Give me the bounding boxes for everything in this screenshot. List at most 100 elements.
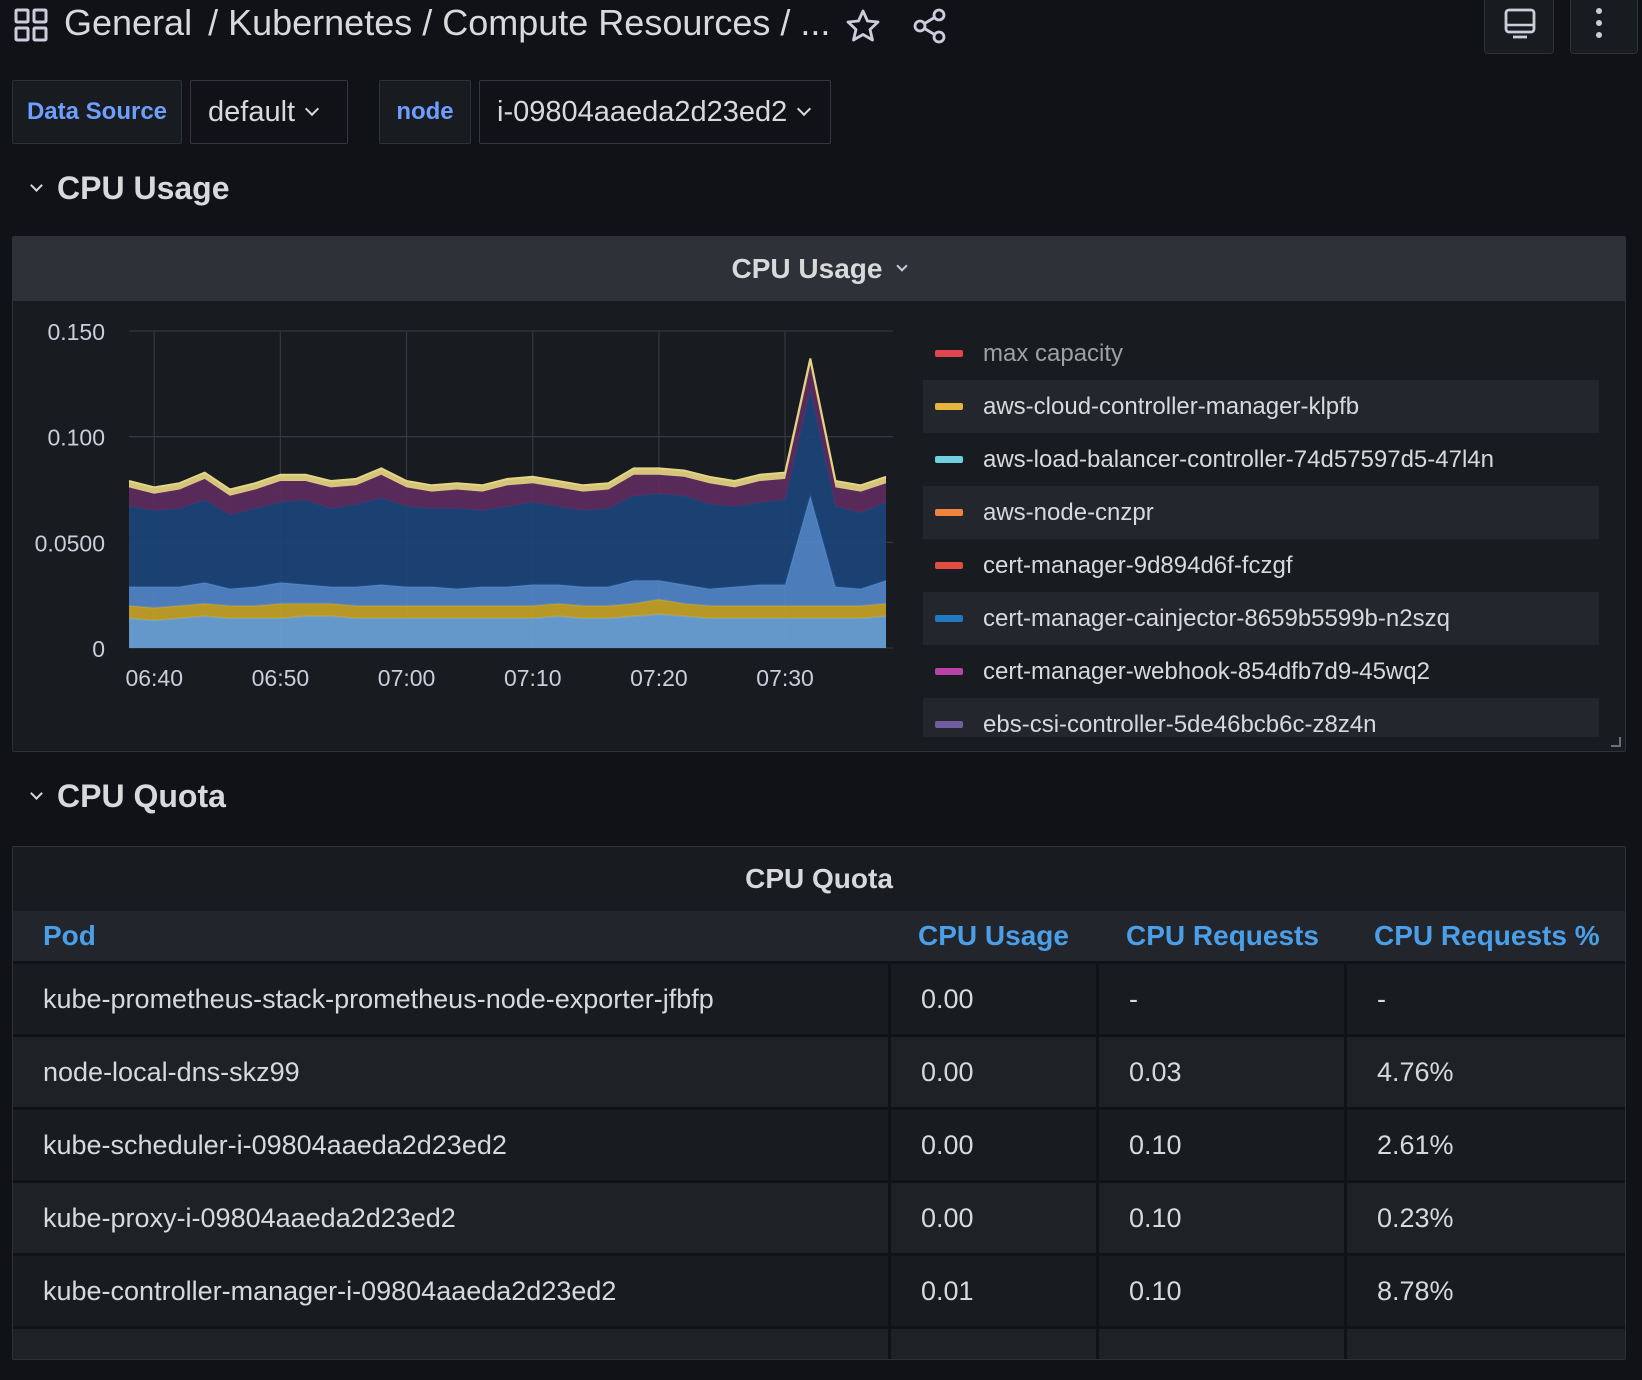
series-line bbox=[128, 613, 887, 622]
cpu-usage-cell: 0.00 bbox=[888, 1107, 1096, 1180]
legend-item[interactable]: aws-node-cnzpr bbox=[923, 486, 1599, 539]
x-tick-label: 06:50 bbox=[252, 665, 310, 691]
legend-item[interactable]: cert-manager-webhook-854dfb7d9-45wq2 bbox=[923, 645, 1599, 698]
pod-cell[interactable]: kube-proxy-i-09804aaeda2d23ed2 bbox=[13, 1180, 888, 1253]
legend-item[interactable]: aws-cloud-controller-manager-klpfb bbox=[923, 380, 1599, 433]
star-icon[interactable] bbox=[843, 6, 883, 46]
table-row bbox=[13, 1326, 1625, 1359]
cpu-requests-cell: 0.03 bbox=[1096, 1034, 1344, 1107]
legend-swatch bbox=[935, 350, 963, 357]
more-options-button[interactable] bbox=[1570, 0, 1638, 54]
area-series bbox=[129, 364, 886, 515]
cpu-requests-cell: - bbox=[1096, 961, 1344, 1034]
column-header-cpu-requests-pct[interactable]: CPU Requests % bbox=[1344, 911, 1625, 961]
table-row: kube-prometheus-stack-prometheus-node-ex… bbox=[13, 961, 1625, 1034]
datasource-select[interactable]: default bbox=[190, 80, 348, 144]
legend-item[interactable]: max capacity bbox=[923, 327, 1599, 380]
datasource-value: default bbox=[208, 95, 296, 128]
cpu-usage-cell: 0.01 bbox=[888, 1253, 1096, 1326]
node-variable-label: node bbox=[379, 80, 471, 144]
node-select[interactable]: i-09804aaeda2d23ed2 bbox=[479, 80, 831, 144]
cpu-requests-cell bbox=[1096, 1326, 1344, 1359]
area-series bbox=[129, 358, 886, 496]
area-series bbox=[129, 614, 886, 648]
cpu-requests-pct-cell bbox=[1344, 1326, 1625, 1359]
node-value: i-09804aaeda2d23ed2 bbox=[497, 95, 788, 128]
x-tick-label: 07:10 bbox=[504, 665, 562, 691]
breadcrumb[interactable]: General / Kubernetes / Compute Resources… bbox=[64, 2, 836, 44]
pod-cell[interactable]: kube-scheduler-i-09804aaeda2d23ed2 bbox=[13, 1107, 888, 1180]
chevron-down-icon bbox=[30, 787, 43, 800]
table-row: node-local-dns-skz99 0.00 0.03 4.76% bbox=[13, 1034, 1625, 1107]
legend-item[interactable]: cert-manager-cainjector-8659b5599b-n2szq bbox=[923, 592, 1599, 645]
x-tick-label: 07:00 bbox=[378, 665, 436, 691]
cpu-requests-pct-cell: - bbox=[1344, 961, 1625, 1034]
cpu-usage-cell: 0.00 bbox=[888, 1034, 1096, 1107]
legend-swatch bbox=[935, 721, 963, 728]
cpu-requests-pct-cell: 8.78% bbox=[1344, 1253, 1625, 1326]
cpu-usage-cell bbox=[888, 1326, 1096, 1359]
cpu-requests-pct-cell: 2.61% bbox=[1344, 1107, 1625, 1180]
legend-label: aws-node-cnzpr bbox=[983, 498, 1154, 526]
legend-item[interactable]: ebs-csi-controller-5de46bcb6c-z8z4n bbox=[923, 698, 1599, 737]
panel-header[interactable]: CPU Quota bbox=[13, 847, 1625, 911]
cpu-usage-chart[interactable]: 0 0.0500 0.100 0.150 06:40 06:50 07:00 07:10 07:… bbox=[13, 301, 913, 751]
legend-label: aws-cloud-controller-manager-klpfb bbox=[983, 392, 1360, 420]
more-vertical-icon bbox=[1596, 8, 1602, 38]
panel-title: CPU Quota bbox=[745, 863, 893, 894]
apps-icon[interactable] bbox=[14, 8, 48, 42]
pod-cell[interactable] bbox=[13, 1326, 888, 1359]
legend-swatch bbox=[935, 403, 963, 410]
table-row: kube-proxy-i-09804aaeda2d23ed2 0.00 0.10… bbox=[13, 1180, 1625, 1253]
cpu-usage-cell: 0.00 bbox=[888, 1180, 1096, 1253]
tv-mode-button[interactable] bbox=[1484, 0, 1554, 54]
legend-label: max capacity bbox=[983, 339, 1124, 367]
series-line bbox=[128, 358, 887, 491]
tv-icon bbox=[1504, 8, 1536, 39]
column-header-pod[interactable]: Pod bbox=[13, 911, 888, 961]
cpu-requests-pct-cell: 4.76% bbox=[1344, 1034, 1625, 1107]
x-tick-label: 07:30 bbox=[756, 665, 814, 691]
row-title: CPU Quota bbox=[57, 778, 226, 814]
legend-label: cert-manager-cainjector-8659b5599b-n2szq bbox=[983, 604, 1450, 632]
legend-swatch bbox=[935, 456, 963, 463]
table-row: kube-controller-manager-i-09804aaeda2d23… bbox=[13, 1253, 1625, 1326]
table-row: kube-scheduler-i-09804aaeda2d23ed2 0.00 … bbox=[13, 1107, 1625, 1180]
row-title: CPU Usage bbox=[57, 170, 230, 206]
panel-title: CPU Usage bbox=[731, 253, 883, 284]
legend-swatch bbox=[935, 615, 963, 622]
legend-item[interactable]: aws-load-balancer-controller-74d57597d5-… bbox=[923, 433, 1599, 486]
legend-swatch bbox=[935, 509, 963, 516]
panel-header[interactable]: CPU Usage bbox=[13, 237, 1625, 301]
top-navbar: General / Kubernetes / Compute Resources… bbox=[0, 0, 1642, 60]
pod-cell[interactable]: node-local-dns-skz99 bbox=[13, 1034, 888, 1107]
row-cpu-usage[interactable]: CPU Usage bbox=[30, 170, 230, 207]
breadcrumb-dashboard[interactable]: / Kubernetes / Compute Resources / ... bbox=[208, 2, 831, 43]
cpu-usage-panel: CPU Usage 0 0.0500 0.100 0.150 06:40 06:50 07:… bbox=[12, 236, 1626, 752]
legend-label: ebs-csi-controller-5de46bcb6c-z8z4n bbox=[983, 710, 1377, 738]
area-series bbox=[129, 390, 886, 589]
legend-label: aws-load-balancer-controller-74d57597d5-… bbox=[983, 445, 1494, 473]
chevron-down-icon bbox=[30, 179, 43, 192]
column-header-cpu-requests[interactable]: CPU Requests bbox=[1096, 911, 1344, 961]
legend-item[interactable]: cert-manager-9d894d6f-fczgf bbox=[923, 539, 1599, 592]
cpu-requests-cell: 0.10 bbox=[1096, 1107, 1344, 1180]
breadcrumb-folder[interactable]: General bbox=[64, 2, 193, 43]
area-series bbox=[129, 495, 886, 608]
chart-legend: max capacity aws-cloud-controller-manage… bbox=[923, 327, 1599, 737]
legend-label: cert-manager-webhook-854dfb7d9-45wq2 bbox=[983, 657, 1430, 685]
y-tick-label: 0.100 bbox=[47, 425, 105, 451]
cpu-quota-table: Pod CPU Usage CPU Requests CPU Requests … bbox=[13, 911, 1625, 1359]
y-tick-label: 0.150 bbox=[47, 319, 105, 345]
template-variables: Data Source default node i-09804aaeda2d2… bbox=[12, 80, 872, 144]
column-header-cpu-usage[interactable]: CPU Usage bbox=[888, 911, 1096, 961]
cpu-quota-panel: CPU Quota Pod CPU Usage CPU Requests CPU… bbox=[12, 846, 1626, 1360]
pod-cell[interactable]: kube-controller-manager-i-09804aaeda2d23… bbox=[13, 1253, 888, 1326]
pod-cell[interactable]: kube-prometheus-stack-prometheus-node-ex… bbox=[13, 961, 888, 1034]
panel-resize-handle[interactable] bbox=[1611, 737, 1621, 747]
x-tick-label: 07:20 bbox=[630, 665, 688, 691]
chevron-down-icon bbox=[797, 101, 812, 117]
share-icon[interactable] bbox=[910, 6, 950, 46]
row-cpu-quota[interactable]: CPU Quota bbox=[30, 778, 226, 815]
cpu-requests-pct-cell: 0.23% bbox=[1344, 1180, 1625, 1253]
